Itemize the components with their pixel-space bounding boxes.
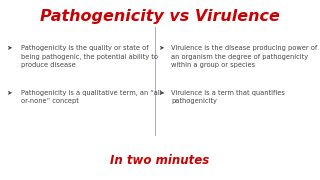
Text: In two minutes: In two minutes (110, 154, 210, 167)
Text: ➤: ➤ (6, 90, 12, 96)
Text: Virulence is a term that quantifies
pathogenicity: Virulence is a term that quantifies path… (171, 90, 285, 105)
Text: Pathogenicity is a qualitative term, an “all-
or-none” concept: Pathogenicity is a qualitative term, an … (21, 90, 164, 105)
Text: Pathogenicity is the quality or state of
being pathogenic, the potential ability: Pathogenicity is the quality or state of… (21, 45, 158, 68)
Text: ➤: ➤ (158, 45, 164, 51)
Text: ➤: ➤ (158, 90, 164, 96)
Text: ➤: ➤ (6, 45, 12, 51)
Text: Virulence is the disease producing power of
an organism the degree of pathogenic: Virulence is the disease producing power… (171, 45, 317, 68)
Text: Pathogenicity vs Virulence: Pathogenicity vs Virulence (40, 9, 280, 24)
